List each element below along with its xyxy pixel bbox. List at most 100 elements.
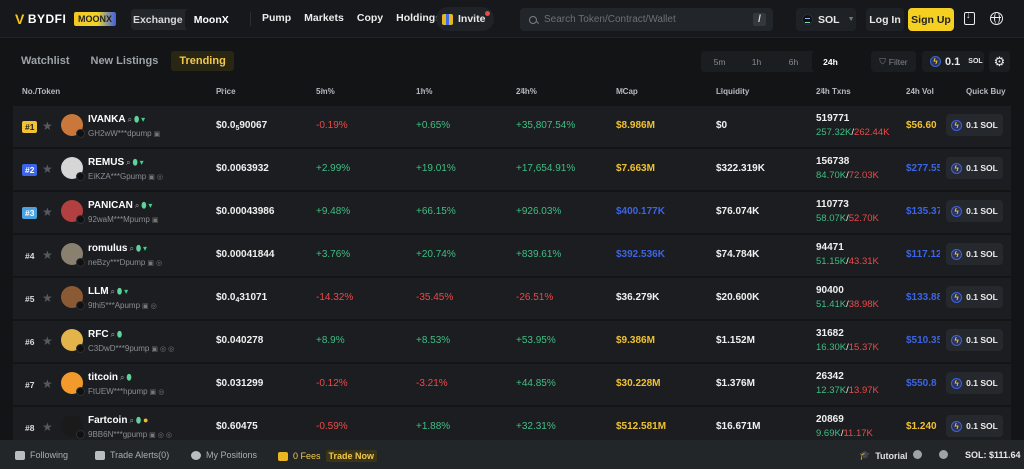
search-icon[interactable]: ⌕ [134,201,140,210]
tab-watchlist[interactable]: Watchlist [21,55,70,67]
nav-markets[interactable]: Markets [304,12,344,24]
table-row[interactable]: #7 ★ titcoin ⌕ ⬮ FtUEW***hpump ▣ ◎ $0.031299 -0.1… [13,364,1011,405]
quick-buy-button[interactable]: ϟ 0.1 SOL [946,200,1003,222]
search-icon[interactable]: ⌕ [129,416,134,425]
pill-icon: ⬮ [141,201,147,210]
table-row[interactable]: #4 ★ romulus ⌕ ⬮ ▾ neBzy***Dpump ▣ ◎ $0.00041844 +… [13,235,1011,276]
social-link-icon[interactable]: ◎ [158,389,165,396]
social-link-icon[interactable]: ◎ [165,432,172,439]
trade-alerts-button[interactable]: Trade Alerts(0) [95,450,169,460]
token-name[interactable]: titcoin ⌕ ⬮ [88,372,132,383]
settings-gear-icon[interactable]: ⚙ [989,51,1010,72]
pump-badge-icon [76,215,85,224]
star-icon[interactable]: ★ [42,377,53,391]
token-name[interactable]: REMUS ⌕ ⬮ ▾ [88,157,144,168]
copy-icon[interactable]: ▣ [149,432,156,439]
pill-icon: ⬮ [135,416,141,425]
x-twitter-link[interactable] [913,450,922,459]
quick-buy-button[interactable]: ϟ 0.1 SOL [946,286,1003,308]
copy-icon[interactable]: ▣ [148,174,155,181]
search-input[interactable]: Search Token/Contract/Wallet / [520,8,773,31]
sort-icon: ⇕ [319,88,325,95]
table-header: No./Token Price ⇕ 5m% ⇕ 1h% ⇕ 24h% ⇕ MCap ⇕ L… [22,87,1006,96]
token-name[interactable]: PANICAN ⌕ ⬮ ▾ [88,200,153,211]
copy-icon[interactable]: ▣ [151,217,159,224]
token-address: neBzy***Dpump ▣ ◎ [88,258,163,267]
quick-buy-button[interactable]: ϟ 0.1 SOL [946,157,1003,179]
star-icon[interactable]: ★ [42,205,53,219]
quick-buy-button[interactable]: ϟ 0.1 SOL [946,114,1003,136]
nav-pump[interactable]: Pump [262,12,292,24]
tutorial-link[interactable]: 🎓 Tutorial [859,450,908,461]
timeframe-1h[interactable]: 1h [751,56,762,67]
timeframe-6h[interactable]: 6h [788,56,799,67]
quick-buy-button[interactable]: ϟ 0.1 SOL [946,329,1003,351]
globe-icon[interactable] [990,12,1003,25]
star-icon[interactable]: ★ [42,291,53,305]
copy-icon[interactable]: ▣ [147,260,154,267]
social-link-icon[interactable]: ◎ [150,303,157,310]
social-link-icon[interactable]: ◎ [159,346,167,353]
timeframe-5m[interactable]: 5m [713,56,726,67]
table-row[interactable]: #1 ★ IVANKA ⌕ ⬮ ▾ GH2wW***dpump ▣ $0.0590067 -0.1… [13,106,1011,147]
timeframe-24h[interactable]: 24h [812,51,849,72]
toggle-exchange[interactable]: Exchange [132,13,183,26]
social-link-icon[interactable]: ◎ [157,432,164,439]
search-icon[interactable]: ⌕ [127,115,133,124]
token-name[interactable]: IVANKA ⌕ ⬮ ▾ [88,114,146,125]
following-button[interactable]: Following [15,450,68,460]
star-icon[interactable]: ★ [42,162,53,176]
star-icon[interactable]: ★ [42,334,53,348]
social-link-icon[interactable]: ◎ [156,260,163,267]
table-row[interactable]: #3 ★ PANICAN ⌕ ⬮ ▾ 92waM***Mpump ▣ $0.00043986 +9… [13,192,1011,233]
trade-now-button[interactable]: Trade Now [325,450,378,462]
search-icon[interactable]: ⌕ [110,287,116,296]
chain-selector[interactable]: SOL ▼ [796,8,856,31]
toggle-moonx[interactable]: MoonX [184,9,238,30]
token-name[interactable]: RFC ⌕ ⬮ [88,329,123,340]
token-name[interactable]: romulus ⌕ ⬮ ▾ [88,243,147,254]
star-icon[interactable]: ★ [42,119,53,133]
search-icon[interactable]: ⌕ [120,373,125,382]
search-icon[interactable]: ⌕ [129,244,134,253]
star-icon[interactable]: ★ [42,248,53,262]
social-link-icon[interactable]: ◎ [168,346,175,353]
login-button[interactable]: Log In [866,8,904,31]
tab-trending[interactable]: Trending [171,51,234,71]
quick-buy-button[interactable]: ϟ 0.1 SOL [946,415,1003,437]
invite-button[interactable]: Invite [436,7,495,31]
star-icon[interactable]: ★ [42,420,53,434]
social-link-icon[interactable]: ◎ [156,174,163,181]
table-row[interactable]: #8 ★ Fartcoin ⌕ ⬮ ● 9BB6N***gpump ▣ ◎ ◎ $0.60475 -0… [13,407,1011,440]
token-avatar [61,286,85,310]
filter-button[interactable]: ⛉ Filter [871,51,916,72]
search-icon[interactable]: ⌕ [110,330,116,339]
tab-new-listings[interactable]: New Listings [90,55,159,67]
token-avatar [61,329,85,353]
search-icon[interactable]: ⌕ [126,158,131,167]
token-name[interactable]: Fartcoin ⌕ ⬮ ● [88,415,149,426]
nav-holdings[interactable]: Holdings [396,12,442,24]
token-price: $0.0431071 [216,292,268,304]
signup-button[interactable]: Sign Up [908,8,954,31]
zero-fees-promo[interactable]: 0 Fees Trade Now [278,450,378,462]
txns-buy-sell: 16.30K/15.37K [816,342,879,353]
copy-icon[interactable]: ▣ [142,303,149,310]
quick-buy-amount-input[interactable]: ϟ 0.1 SOL [922,51,984,72]
quick-buy-button[interactable]: ϟ 0.1 SOL [946,372,1003,394]
bydfi-logo[interactable]: V BYDFI [15,11,67,27]
download-icon[interactable] [964,10,975,25]
token-name[interactable]: LLM ⌕ ⬮ ▾ [88,286,129,297]
copy-icon[interactable]: ▣ [153,131,161,138]
table-row[interactable]: #5 ★ LLM ⌕ ⬮ ▾ 9thi5***Apump ▣ ◎ $0.0431071 -14.32… [13,278,1011,319]
my-positions-button[interactable]: My Positions [191,450,257,460]
copy-icon[interactable]: ▣ [151,346,158,353]
telegram-link[interactable] [939,450,948,459]
nav-copy[interactable]: Copy [356,12,384,24]
table-row[interactable]: #6 ★ RFC ⌕ ⬮ C3DwD***9pump ▣ ◎ ◎ $0.040278 +8.9% +8… [13,321,1011,362]
liquidity: $74.784K [716,249,760,260]
table-row[interactable]: #2 ★ REMUS ⌕ ⬮ ▾ EiKZA***Gpump ▣ ◎ $0.0063932 +2.9… [13,149,1011,190]
copy-icon[interactable]: ▣ [149,389,157,396]
quick-buy-button[interactable]: ϟ 0.1 SOL [946,243,1003,265]
notification-dot [485,11,491,16]
